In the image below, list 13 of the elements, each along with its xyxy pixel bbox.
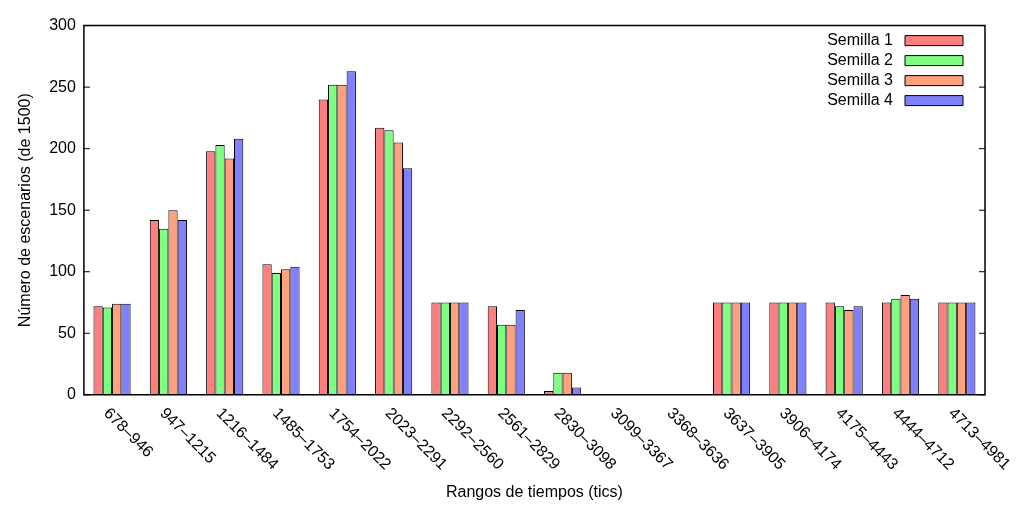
y-tick-label: 250 xyxy=(49,77,76,95)
legend-label: Semilla 1 xyxy=(827,31,894,49)
x-axis-title: Rangos de tiempos (tics) xyxy=(445,482,623,500)
legend-label: Semilla 4 xyxy=(827,91,894,109)
y-axis-title: Número de escenarios (de 1500) xyxy=(16,93,34,328)
legend-label: Semilla 3 xyxy=(827,71,894,89)
y-tick-label: 300 xyxy=(49,16,76,34)
y-tick-label: 100 xyxy=(49,262,76,280)
y-tick-label: 200 xyxy=(49,139,76,157)
y-tick-label: 0 xyxy=(66,385,76,403)
y-tick-label: 50 xyxy=(58,323,76,341)
y-tick-label: 150 xyxy=(49,200,76,218)
legend-label: Semilla 2 xyxy=(827,51,894,69)
